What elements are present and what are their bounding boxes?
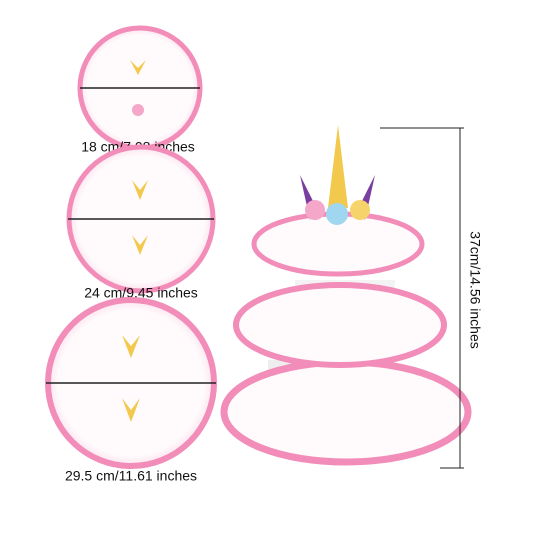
- flower: [326, 203, 348, 225]
- height-dimension: [380, 127, 464, 469]
- medium-plate: [66, 144, 216, 294]
- unicorn-horn: [122, 335, 140, 358]
- middle-tier: [233, 282, 447, 368]
- flower: [305, 200, 325, 220]
- unicorn-horn: [328, 125, 348, 208]
- unicorn-horn: [122, 398, 140, 422]
- unicorn-horn: [132, 235, 148, 255]
- large-plate: [45, 297, 217, 469]
- small-plate: [77, 25, 203, 151]
- cupcake-stand: [220, 125, 472, 466]
- unicorn-horn: [130, 60, 146, 75]
- plate-label: 24 cm/9.45 inches: [84, 285, 198, 301]
- unicorn-horn: [132, 180, 148, 200]
- plate-label: 29.5 cm/11.61 inches: [65, 468, 197, 484]
- flower: [132, 104, 144, 116]
- flower: [350, 200, 370, 220]
- bottom-tier: [220, 358, 472, 466]
- height-label: 37cm/14.56 inches: [467, 231, 483, 349]
